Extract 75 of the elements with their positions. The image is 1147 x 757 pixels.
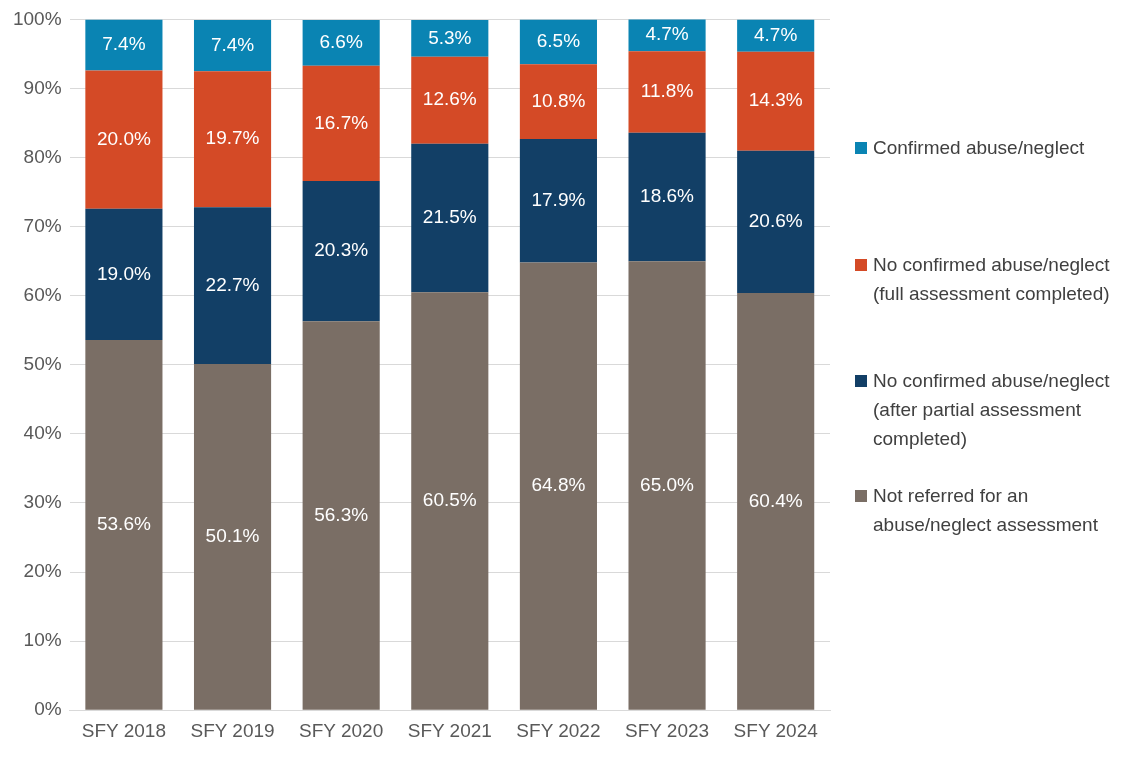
y-tick-label: 0% [34, 698, 62, 720]
y-tick-label: 70% [23, 214, 62, 236]
bar [193, 364, 272, 710]
data-label: 6.6% [319, 31, 363, 53]
y-tick-label: 90% [23, 76, 62, 98]
data-label: 22.7% [205, 273, 260, 295]
y-tick-label: 40% [23, 422, 62, 444]
bar [411, 292, 489, 710]
bar [302, 181, 380, 322]
bar [85, 70, 163, 209]
bar [737, 292, 815, 710]
data-label: 10.8% [531, 89, 586, 111]
bar [85, 339, 163, 710]
data-label: 4.7% [645, 23, 689, 45]
y-tick-label: 100% [12, 7, 62, 29]
bar [628, 261, 706, 710]
y-tick-label: 30% [23, 491, 62, 513]
data-label: 4.7% [754, 23, 798, 45]
y-tick-label: 80% [23, 145, 62, 167]
bar [193, 71, 272, 208]
data-label: 7.4% [210, 33, 255, 55]
bar [737, 150, 815, 293]
bar [519, 64, 597, 139]
x-tick-label: SFY 2019 [190, 719, 275, 741]
data-label: 18.6% [640, 185, 695, 207]
data-label: 20.6% [748, 210, 803, 232]
bar [302, 65, 380, 182]
data-label: 20.0% [96, 127, 151, 149]
bar [519, 138, 597, 263]
bar [193, 20, 272, 72]
y-tick-label: 20% [23, 560, 62, 582]
x-tick-label: SFY 2021 [407, 719, 492, 741]
data-label: 19.0% [96, 262, 151, 284]
bar [411, 143, 489, 293]
data-label: 65.0% [640, 473, 695, 495]
bar [302, 321, 380, 710]
data-label: 60.5% [422, 489, 477, 511]
data-label: 11.8% [640, 80, 694, 102]
data-label: 5.3% [428, 26, 472, 48]
bar [628, 51, 706, 133]
x-tick-label: SFY 2023 [624, 719, 710, 741]
data-label: 17.9% [531, 188, 586, 210]
bar [411, 56, 489, 144]
data-label: 60.4% [748, 489, 803, 511]
legend-label: No confirmed abuse/neglect (full assessment completed) [873, 253, 1111, 306]
y-tick-label: 50% [23, 353, 62, 375]
bar [737, 51, 815, 151]
data-label: 16.7% [314, 111, 369, 133]
data-label: 56.3% [314, 503, 369, 525]
bar [85, 208, 163, 340]
bar [519, 262, 597, 710]
legend-label: Not referred for an abuse/neglect assessment [873, 484, 1099, 537]
bar [411, 20, 489, 57]
y-tick-label: 10% [23, 629, 62, 651]
data-label: 53.6% [96, 513, 151, 535]
bar [628, 132, 706, 262]
data-label: 64.8% [531, 474, 586, 496]
legend-label: No confirmed abuse/neglect (after partial assessment completed) [873, 369, 1111, 451]
x-tick-label: SFY 2022 [516, 719, 601, 741]
data-label: 6.5% [536, 30, 581, 52]
data-label: 12.6% [422, 88, 477, 110]
data-label: 20.3% [314, 239, 369, 261]
bar [302, 20, 380, 66]
data-label: 19.7% [205, 127, 260, 149]
x-tick-label: SFY 2018 [81, 719, 166, 741]
data-label: 7.4% [102, 33, 146, 55]
bar [85, 19, 163, 71]
legend-label: Confirmed abuse/neglect [873, 136, 1085, 160]
data-label: 21.5% [422, 206, 477, 228]
data-label: 50.1% [205, 525, 260, 547]
data-label: 14.3% [748, 89, 803, 111]
x-tick-label: SFY 2024 [733, 719, 819, 741]
y-tick-label: 60% [23, 283, 62, 305]
bar [193, 207, 272, 365]
x-tick-label: SFY 2020 [299, 719, 384, 741]
